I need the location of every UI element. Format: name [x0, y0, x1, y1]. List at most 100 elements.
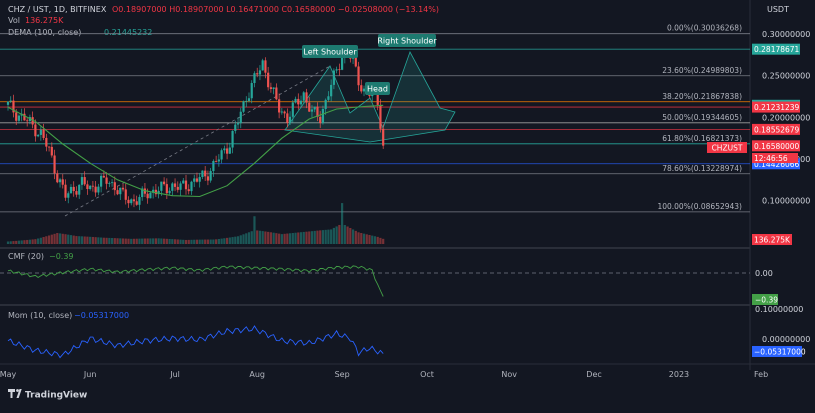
candle-body [26, 120, 29, 122]
candle-body [316, 106, 319, 117]
candle-body [362, 88, 366, 92]
price-badge: 0.28178671 [752, 43, 800, 55]
cmf-line[interactable] [7, 265, 384, 297]
candle-body [47, 146, 51, 148]
tradingview-logo-dot [16, 389, 19, 392]
dema-value: 0.21445232 [104, 28, 152, 37]
symbol-tag-text: CHZUST [712, 144, 743, 153]
volume-bar [160, 238, 163, 244]
left-shoulder-text: Left Shoulder [303, 48, 357, 57]
volume-bar [154, 238, 157, 244]
left-shoulder-label[interactable]: Left Shoulder [302, 45, 358, 58]
volume-bar [327, 229, 330, 244]
candle-body [100, 175, 103, 187]
volume-bar [217, 238, 220, 244]
head-and-shoulders-pattern[interactable] [64, 51, 456, 217]
volume-bar [119, 238, 122, 244]
candle-body [258, 70, 262, 75]
candle-body [6, 101, 10, 105]
mom-label[interactable]: Mom (10, close) [8, 311, 72, 320]
vol-label[interactable]: Vol [8, 16, 20, 25]
volume-bar [165, 238, 168, 244]
dema-label[interactable]: DEMA (100, close) [8, 28, 81, 37]
candle-body [297, 98, 300, 105]
volume-bar [305, 231, 308, 244]
volume-bar [89, 236, 92, 244]
volume-bar [351, 229, 355, 244]
right-shoulder-label[interactable]: Right Shoulder [377, 34, 437, 47]
candle-body [357, 66, 360, 86]
volume-bar [168, 238, 171, 244]
candle-body [83, 177, 86, 185]
volume-bar [272, 232, 275, 244]
fib-label: 61.80%(0.16821373) [662, 134, 742, 143]
cmf-label[interactable]: CMF (20) [8, 252, 44, 261]
candle-body [288, 116, 292, 123]
candle-body [168, 190, 171, 194]
price-axis-background[interactable] [750, 0, 815, 409]
candle-body [253, 73, 256, 84]
volume-bar [250, 231, 253, 244]
volume-bar [195, 239, 199, 244]
candle-body [80, 177, 84, 185]
head-label[interactable]: Head [365, 82, 390, 95]
candle-body [149, 192, 152, 199]
candle-body [206, 176, 210, 181]
candle-body [119, 187, 122, 195]
volume-bar [365, 234, 368, 244]
time-axis[interactable]: May Jun Jul Aug Sep Oct Nov Dec 2023 Feb [0, 370, 768, 379]
candle-body [335, 69, 338, 71]
volume-bar [15, 240, 18, 244]
candle-body [152, 189, 155, 193]
volume-bar [294, 232, 297, 244]
volume-bar [360, 232, 363, 244]
mom-line[interactable] [7, 325, 384, 359]
candle-body [280, 111, 283, 113]
candle-body [50, 146, 53, 156]
volume-bar [357, 232, 360, 244]
fib-label: 100.00%(0.08652943) [657, 202, 742, 211]
time-tick: 2023 [669, 370, 689, 379]
volume-bar [343, 225, 346, 244]
tradingview-logo-icon [8, 389, 22, 398]
dema-line[interactable] [7, 104, 384, 198]
volume-bar [28, 239, 32, 244]
volume-bar [371, 235, 374, 244]
volume-bar [264, 231, 267, 244]
candle-body [195, 178, 199, 182]
volume-bar [31, 239, 34, 244]
volume-bar [162, 238, 166, 244]
volume-bar [157, 238, 160, 244]
volume-bar [193, 239, 196, 244]
price-tick: 0.10000000 [762, 197, 810, 206]
volume-bar [228, 237, 231, 244]
candle-body [294, 98, 297, 103]
candle-body [321, 108, 325, 124]
volume-bar [152, 238, 155, 244]
mom-pane: Mom (10, close) −0.05317000 0.10000000 0… [7, 305, 810, 359]
volume-bar [61, 233, 64, 244]
fib-retracement[interactable]: 0.00%(0.30036268) 23.60%(0.24989803) 38.20… [0, 24, 750, 213]
candle-body [132, 199, 136, 202]
volume-bar [91, 236, 94, 244]
volume-bar [330, 229, 333, 244]
candle-body [228, 147, 231, 154]
candle-body [162, 181, 166, 185]
volume-bar [231, 237, 234, 244]
candle-body [305, 92, 308, 103]
candle-body [313, 106, 316, 110]
candle-body [94, 186, 97, 193]
candle-body [56, 173, 59, 183]
tradingview-brand[interactable]: TradingView [8, 389, 87, 401]
volume-bar [20, 240, 23, 244]
candle-body [376, 89, 379, 105]
symbol-line[interactable]: CHZ / UST, 1D, BITFINEX [8, 5, 107, 14]
candle-body [330, 84, 333, 97]
trend-dashed-line[interactable] [64, 65, 331, 217]
volume-bar [376, 236, 379, 244]
volume-bar [78, 236, 81, 244]
price-badge: 0.18552679 [752, 123, 800, 135]
candle-body [171, 183, 174, 191]
candle-body [72, 186, 75, 192]
